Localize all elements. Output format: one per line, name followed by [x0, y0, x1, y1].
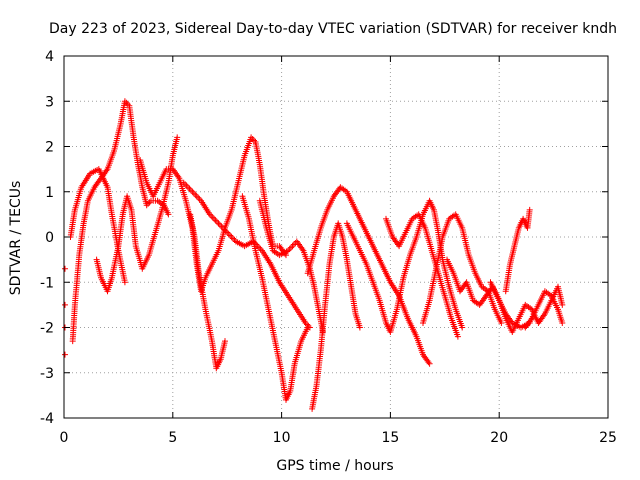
y-tick-label: -2 [40, 321, 54, 337]
series-isolated [62, 265, 68, 358]
series-arc-12 [383, 211, 461, 340]
marker-trace [69, 98, 172, 345]
series-arc-15 [487, 279, 566, 335]
marker-trace [522, 288, 566, 331]
series-arc-13 [420, 211, 505, 326]
marker-trace [137, 134, 289, 295]
chart-title: Day 223 of 2023, Sidereal Day-to-day VTE… [49, 21, 617, 37]
y-tick-label: 0 [45, 230, 54, 246]
series-arc-8 [256, 197, 326, 335]
x-tick-label: 10 [273, 430, 291, 446]
y-tick-label: 4 [45, 49, 54, 65]
marker-trace [180, 179, 313, 331]
marker-trace [383, 211, 461, 340]
marker-trace [420, 211, 505, 326]
marker-trace [487, 279, 566, 335]
series-arc-6 [180, 179, 313, 331]
data-markers [62, 98, 566, 412]
marker-trace [502, 206, 533, 295]
marker-trace [309, 220, 363, 412]
y-tick-label: 3 [45, 94, 54, 110]
series-arc-3 [93, 134, 181, 295]
series-arc-9 [309, 220, 363, 412]
marker-trace [62, 265, 68, 358]
marker-trace [239, 193, 311, 403]
x-tick-label: 15 [381, 430, 399, 446]
series-arc-17 [522, 288, 566, 331]
y-tick-label: -3 [40, 366, 54, 382]
series-arc-10 [304, 184, 433, 367]
y-tick-label: 2 [45, 140, 54, 156]
marker-trace [93, 134, 181, 295]
axis-ticks: 0 5 10 15 20 25 -4 -3 -2 -1 0 1 2 3 4 [40, 49, 617, 446]
x-tick-label: 5 [168, 430, 177, 446]
y-tick-label: 1 [45, 185, 54, 201]
marker-trace [187, 211, 228, 372]
series-arc-4 [137, 134, 289, 295]
series-arc-16 [502, 206, 533, 295]
marker-trace [304, 184, 433, 367]
marker-trace [256, 197, 326, 335]
x-tick-label: 20 [490, 430, 508, 446]
series-arc-5 [187, 211, 228, 372]
x-axis-label: GPS time / hours [276, 458, 393, 474]
y-tick-label: -1 [40, 275, 54, 291]
x-tick-label: 25 [599, 430, 617, 446]
y-tick-label: -4 [40, 411, 54, 427]
x-tick-label: 0 [60, 430, 69, 446]
series-arc-1 [69, 98, 172, 345]
series-arc-7 [239, 193, 311, 403]
y-axis-label: SDTVAR / TECUs [8, 181, 24, 296]
